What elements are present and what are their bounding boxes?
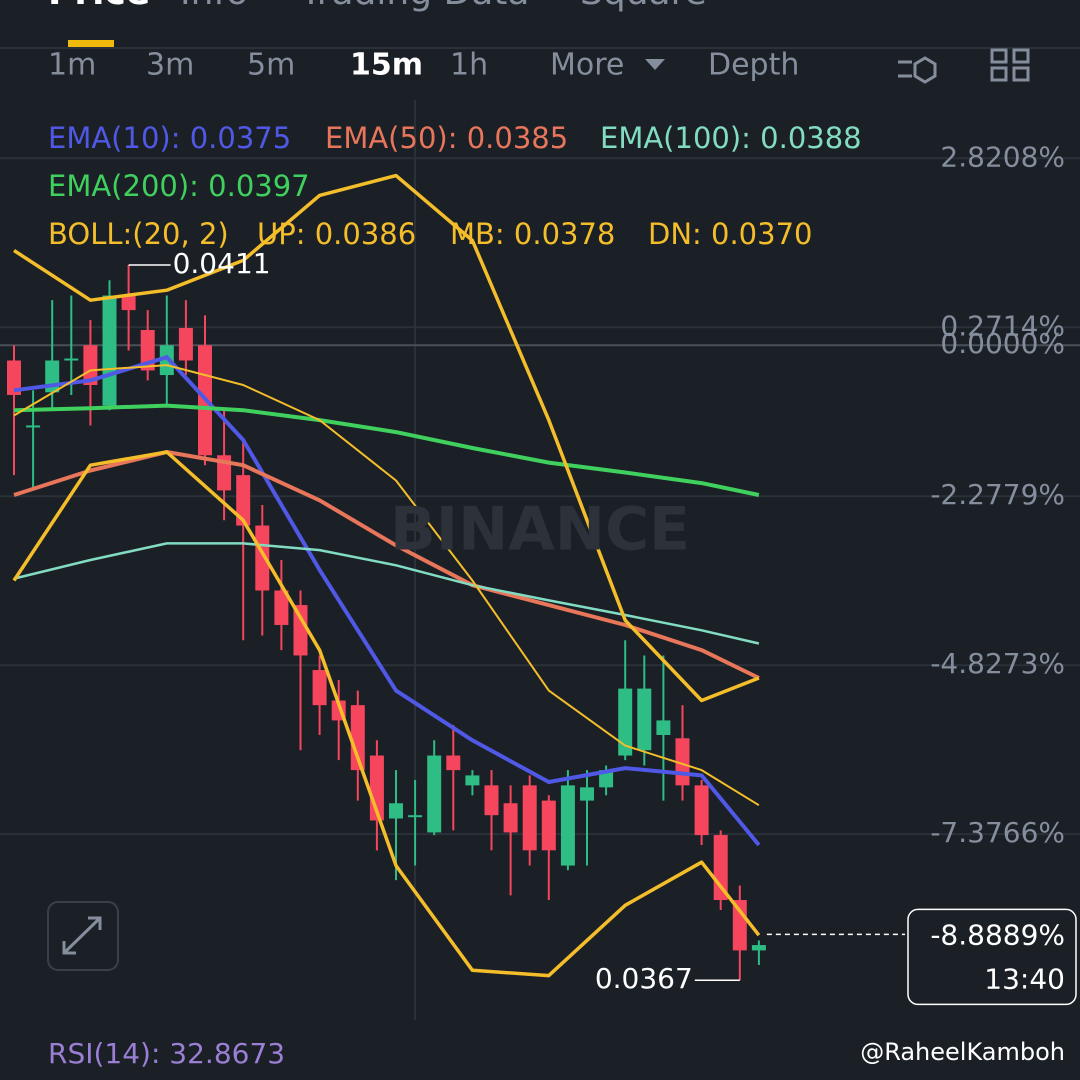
candle-body	[732, 900, 747, 951]
candle-body	[121, 295, 136, 311]
icon-part	[990, 48, 1008, 64]
y-tick-label: -2.2779%	[930, 478, 1065, 511]
settings-icon[interactable]	[898, 56, 937, 84]
icon-part	[913, 56, 937, 84]
expand-icon	[62, 916, 102, 955]
indicator-line	[13, 542, 760, 645]
legend-entry: EMA(10): 0.0375	[48, 121, 291, 155]
tab[interactable]: Trading Data	[299, 0, 529, 13]
candle-body	[751, 945, 766, 951]
candle-body	[159, 345, 174, 376]
indicator-line	[12, 450, 761, 978]
candle-body	[350, 705, 365, 771]
y-tick-label: 0.2714%	[940, 309, 1065, 342]
candle-body	[637, 688, 652, 751]
tab[interactable]: Price	[48, 0, 150, 13]
candle-body	[580, 787, 594, 801]
candle-body	[560, 785, 575, 866]
low-label: 0.0367	[595, 962, 693, 995]
tab[interactable]: Info	[180, 0, 248, 13]
candle-body	[503, 803, 518, 833]
icon-part	[990, 66, 1008, 82]
interval[interactable]: 5m	[247, 48, 295, 83]
more-button[interactable]: More	[550, 48, 624, 83]
candle-body	[427, 755, 442, 833]
legend-entry: MB: 0.0378	[450, 217, 615, 251]
interval[interactable]: 15m	[350, 48, 423, 83]
current-price-box	[907, 908, 1077, 1006]
plot: 2.8208% 0.2714%0.0000% -2.2779% -4.8273% -7.…	[0, 100, 1080, 1020]
interval[interactable]: 1h	[450, 48, 488, 83]
current-price-label: -8.8889%	[930, 918, 1065, 951]
dropdown-arrow	[645, 59, 665, 70]
icon-part	[1012, 48, 1030, 64]
legend-entry: UP: 0.0386	[257, 217, 416, 251]
tab[interactable]: Square	[580, 0, 707, 13]
candle-body	[293, 605, 308, 656]
candle-body	[656, 720, 671, 735]
legend-entry: EMA(200): 0.0397	[48, 169, 310, 203]
candle-body	[694, 785, 709, 836]
countdown: 13:40	[984, 962, 1065, 995]
candle-body	[83, 345, 98, 386]
legend-entry: BOLL:(20, 2)	[48, 217, 229, 251]
indicator-line	[13, 173, 760, 703]
candle-body	[522, 785, 537, 851]
rsi-label: RSI(14): 32.8673	[48, 1037, 285, 1070]
candle-body	[446, 755, 461, 771]
credit: @RaheelKamboh	[860, 1038, 1065, 1066]
candle-body	[178, 328, 193, 361]
candle-body	[389, 803, 403, 819]
candle-body	[541, 800, 556, 851]
y-tick-label: 0.0000%	[940, 327, 1065, 360]
legend-entry: EMA(100): 0.0388	[600, 121, 862, 155]
candle-body	[255, 525, 270, 591]
y-tick-label: -7.3766%	[930, 816, 1065, 849]
expand-button[interactable]	[47, 901, 119, 971]
layout-icon[interactable]	[990, 48, 1030, 82]
candle-body	[64, 358, 79, 361]
interval[interactable]: 3m	[146, 48, 194, 83]
icon-part	[1012, 66, 1030, 82]
candle-body	[274, 590, 289, 625]
candle-body	[484, 785, 499, 816]
depth-button[interactable]: Depth	[708, 48, 799, 83]
tab-indicator	[68, 40, 114, 48]
interval[interactable]: 1m	[48, 48, 96, 83]
candle-body	[408, 815, 423, 818]
high-label: 0.0411	[173, 247, 271, 280]
y-tick-label: -4.8273%	[930, 647, 1065, 680]
candle-body	[26, 425, 41, 428]
candle-body	[618, 688, 633, 756]
candle-body	[236, 475, 251, 526]
watermark: BINANCE	[390, 495, 690, 565]
legend-entry: DN: 0.0370	[648, 217, 812, 251]
candle-body	[102, 295, 117, 406]
candle-body	[465, 775, 480, 786]
candle-body	[599, 770, 614, 788]
y-tick-label: 2.8208%	[940, 140, 1065, 173]
legend-entry: EMA(50): 0.0385	[325, 121, 568, 155]
indicator-line	[13, 355, 761, 847]
indicator-line	[13, 403, 760, 497]
indicator-line	[13, 364, 760, 807]
candle-body	[7, 360, 21, 395]
candle-body	[312, 670, 327, 706]
